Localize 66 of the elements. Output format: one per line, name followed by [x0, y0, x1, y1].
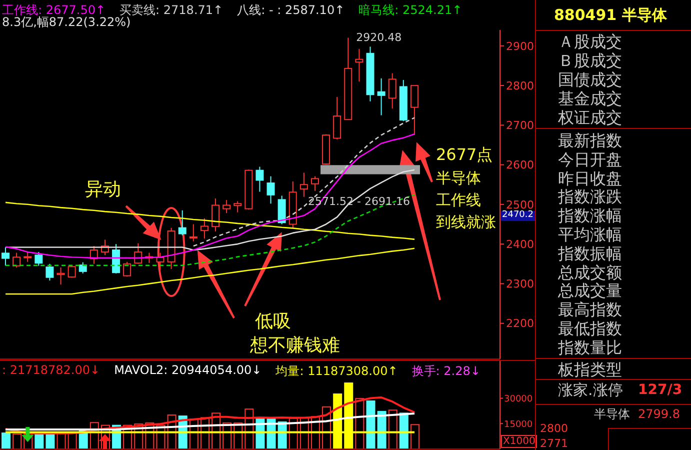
- annotation: 异动: [85, 179, 121, 200]
- candlestick: [300, 172, 308, 198]
- text: 国债成交: [558, 70, 622, 89]
- text: 总成交量: [558, 281, 622, 300]
- candlestick: [388, 72, 396, 109]
- text: 最低指数: [558, 319, 622, 338]
- y-tick-label: 2300: [506, 278, 534, 291]
- y-tick-label: 2400: [506, 238, 534, 251]
- bar: [2, 432, 10, 449]
- text: 半导体: [436, 169, 481, 187]
- annotation: 2920.48: [356, 31, 402, 44]
- text: 最新指数: [558, 131, 622, 150]
- text: : 21718782.00↓: [2, 363, 100, 379]
- text: 最高指数: [558, 300, 622, 320]
- text: 2470.2: [501, 210, 534, 221]
- y-tick-label: 2600: [506, 158, 534, 172]
- text: Ｂ股成交: [558, 51, 622, 70]
- text: 2799.8: [638, 407, 680, 422]
- line-series: [192, 117, 416, 247]
- text: 2771: [540, 437, 568, 450]
- text: 880491 半导体: [554, 6, 667, 25]
- annotation: 低吸: [255, 311, 291, 332]
- text: 均量: 11187308.00↑: [276, 363, 398, 380]
- annotation: 换手: 2.28↓: [412, 363, 480, 380]
- y-tick-label: 2200: [506, 317, 534, 330]
- line-series: [4, 248, 416, 295]
- text: 今日开盘: [558, 150, 622, 169]
- y-tick-label: 15000: [504, 420, 533, 430]
- text: 半导体: [594, 407, 630, 422]
- y-tick-label: 2900: [506, 40, 534, 53]
- text: 127/3: [638, 382, 682, 398]
- text: 基金成交: [558, 89, 622, 108]
- annotation: 想不赚钱难: [250, 335, 340, 356]
- candlestick: [377, 78, 386, 116]
- text: 8.3亿,幅87.22(3.22%): [2, 15, 131, 30]
- text: 2800: [540, 422, 568, 436]
- text: 平均涨幅: [558, 225, 622, 244]
- candlestick: [355, 48, 364, 82]
- candlestick: [366, 46, 374, 102]
- text: Ａ股成交: [558, 32, 622, 51]
- text: 涨家.涨停: [558, 381, 623, 399]
- text: 工作线: [436, 191, 481, 209]
- candlestick: [178, 210, 186, 236]
- y-tick-label: 2800: [506, 79, 534, 92]
- text: 指数量比: [558, 338, 622, 357]
- text: 八线: - : 2587.10↑: [237, 2, 345, 19]
- text: 暗马线: 2524.21↑: [358, 2, 462, 19]
- text: 2677点: [436, 145, 493, 164]
- text: 指数涨跌: [558, 187, 622, 206]
- text: 昨日收盘: [558, 168, 622, 188]
- text: 指数振幅: [558, 244, 622, 263]
- text: 指数涨幅: [558, 206, 622, 226]
- line-series: [4, 169, 416, 251]
- y-tick-label: 2700: [506, 119, 534, 132]
- y-tick-label: 2500: [506, 198, 534, 212]
- y-axis-title: X1000: [501, 435, 538, 448]
- bar: [366, 400, 376, 449]
- text: 买卖线: 2718.71↑: [120, 2, 224, 17]
- text: 板指类型: [558, 360, 622, 379]
- text: MAVOL2: 20944054.00↓: [114, 363, 262, 379]
- y-tick-label: 30000: [504, 394, 533, 404]
- text: 工作线: 2677.50↑: [2, 2, 106, 17]
- text: 权证成交: [558, 108, 622, 127]
- text: 总成交额: [558, 262, 622, 282]
- candlestick: [56, 266, 65, 285]
- text: 到线就涨: [436, 213, 496, 231]
